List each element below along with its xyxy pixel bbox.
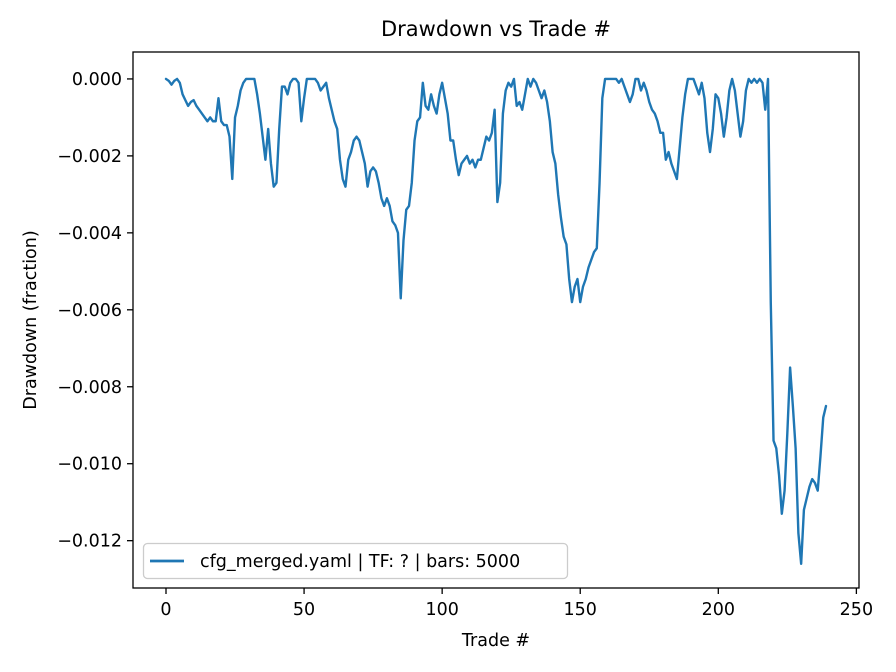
y-axis-label: Drawdown (fraction)	[21, 230, 41, 409]
x-axis-label: Trade #	[461, 631, 530, 651]
y-tick-label: −0.012	[57, 532, 122, 552]
x-tick-label: 50	[293, 600, 315, 620]
x-tick-label: 150	[564, 600, 597, 620]
legend-box	[142, 542, 569, 580]
y-tick-label: 0.000	[72, 70, 122, 90]
y-tick-label: −0.002	[57, 147, 122, 167]
y-tick-label: −0.004	[57, 224, 122, 244]
x-tick-label: 200	[702, 600, 735, 620]
y-tick-label: −0.008	[57, 378, 122, 398]
chart-title: Drawdown vs Trade #	[381, 17, 611, 41]
x-tick-label: 0	[160, 600, 171, 620]
x-tick-label: 250	[840, 600, 873, 620]
x-axis-ticks: 0 50 100 150 200 250	[160, 588, 873, 620]
y-tick-label: −0.006	[57, 301, 122, 321]
y-tick-label: −0.010	[57, 455, 122, 475]
y-axis-ticks: 0.000 −0.002 −0.004 −0.006 −0.008 −0.010 −0.01…	[57, 70, 133, 552]
data-series-group	[164, 77, 828, 565]
legend-label: cfg_merged.yaml | TF: ? | bars: 5000	[200, 552, 520, 572]
legend: cfg_merged.yaml | TF: ? | bars: 5000	[142, 542, 569, 580]
x-tick-label: 100	[425, 600, 458, 620]
data-line	[164, 77, 828, 565]
plot-area-border	[132, 51, 860, 589]
